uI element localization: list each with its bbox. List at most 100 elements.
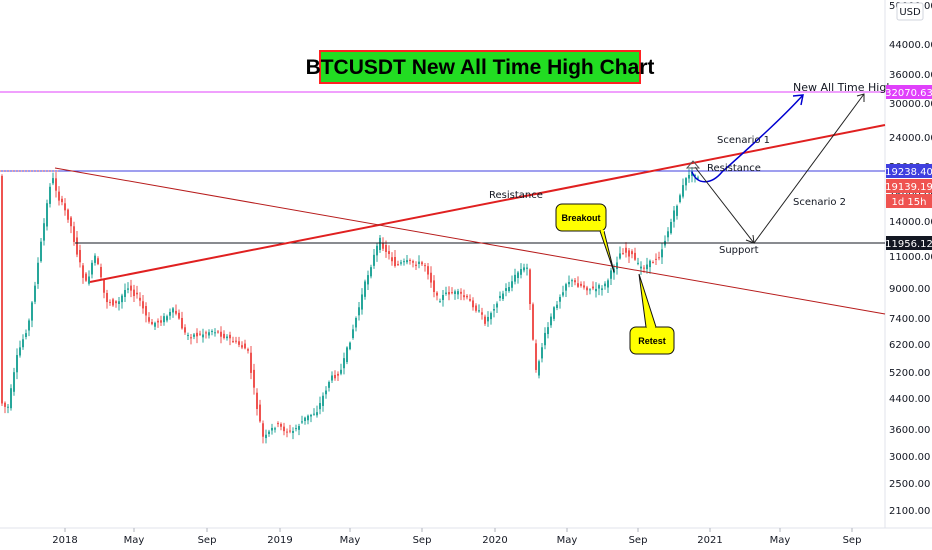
- candle-body: [352, 329, 354, 339]
- candle-body: [373, 254, 375, 266]
- candle-body: [19, 347, 21, 356]
- candle-body: [646, 264, 648, 270]
- currency-button[interactable]: USD: [896, 2, 924, 21]
- candle-body: [559, 296, 561, 302]
- scenario-1-label: Scenario 1: [717, 135, 770, 146]
- candle-body: [184, 327, 186, 333]
- candle-body: [202, 334, 204, 338]
- candle-body: [31, 302, 33, 321]
- new-ath-label: New All Time High: [793, 81, 893, 94]
- candle-body: [157, 320, 159, 323]
- candle-body: [40, 241, 42, 262]
- candle-body: [667, 231, 669, 238]
- candle-body: [190, 337, 192, 339]
- candle-body: [589, 289, 591, 291]
- candle-body: [520, 269, 522, 275]
- candle-body: [133, 289, 135, 297]
- candle-body: [199, 333, 201, 335]
- candle-body: [412, 261, 414, 263]
- candle-body: [136, 292, 138, 295]
- candle-body: [328, 382, 330, 388]
- candle-body: [406, 260, 408, 263]
- candle-body: [151, 321, 153, 325]
- candle-body: [223, 333, 225, 339]
- candle-body: [628, 250, 630, 257]
- time-axis[interactable]: 2018 May Sep 2019 May Sep 2020 May Sep 2021 May Sep: [52, 528, 861, 546]
- candle-body: [205, 332, 207, 334]
- candle-body: [91, 262, 93, 275]
- candle-body: [322, 395, 324, 406]
- price-badge: [886, 85, 932, 99]
- candle-body: [577, 283, 579, 287]
- candle-body: [427, 266, 429, 275]
- price-tick-label: 14000.00: [889, 217, 932, 228]
- candle-body: [586, 287, 588, 291]
- candle-body: [610, 270, 612, 279]
- candle-body: [649, 260, 651, 268]
- price-badges: 32070.63 19238.40 19139.19 1d 15h 11956.12: [885, 85, 932, 250]
- candle-body: [100, 266, 102, 278]
- candle-body: [607, 280, 609, 288]
- candle-body: [697, 177, 699, 179]
- candle-body: [583, 285, 585, 288]
- candle-body: [193, 334, 195, 337]
- candle-body: [331, 375, 333, 381]
- candle-body: [244, 343, 246, 349]
- candle-body: [400, 262, 402, 264]
- candle-body: [268, 431, 270, 434]
- candle-body: [142, 301, 144, 309]
- candle-body: [343, 358, 345, 369]
- candle-body: [388, 251, 390, 255]
- candle-body: [643, 267, 645, 269]
- candle-body: [121, 295, 123, 303]
- candle-body: [10, 388, 12, 409]
- candle-body: [283, 426, 285, 432]
- candle-body: [214, 332, 216, 334]
- candle-body: [16, 355, 18, 373]
- candle-body: [433, 280, 435, 293]
- candle-body: [652, 262, 654, 264]
- candle-body: [430, 272, 432, 283]
- candle-body: [481, 312, 483, 315]
- candle-body: [118, 301, 120, 305]
- candle-body: [28, 320, 30, 331]
- candle-body: [313, 413, 315, 415]
- candle-body: [556, 304, 558, 309]
- candle-body: [175, 310, 177, 314]
- candle-body: [562, 292, 564, 296]
- candles-layer: [1, 167, 699, 444]
- candle-body: [325, 390, 327, 395]
- scenario-1-arrow[interactable]: [691, 94, 804, 183]
- breakout-callout[interactable]: Breakout: [555, 203, 615, 273]
- candle-body: [436, 292, 438, 296]
- retest-callout[interactable]: Retest: [629, 273, 675, 355]
- descending-trendline[interactable]: [54, 167, 886, 315]
- time-tick-label: May: [124, 535, 145, 546]
- price-badge-label: 11956.12: [885, 239, 932, 250]
- candle-body: [676, 205, 678, 216]
- candle-body: [112, 299, 114, 306]
- candle-body: [73, 226, 75, 242]
- chart-title-box[interactable]: BTCUSDT New All Time High Chart: [306, 50, 655, 84]
- candle-body: [139, 297, 141, 301]
- resistance-marker: [685, 160, 701, 169]
- candle-body: [460, 291, 462, 294]
- candle-body: [391, 257, 393, 262]
- candle-body: [52, 178, 54, 184]
- ascending-trendline[interactable]: [89, 124, 886, 283]
- candle-body: [250, 352, 252, 373]
- candle-body: [292, 430, 294, 433]
- currency-label: USD: [899, 7, 921, 18]
- candle-body: [196, 332, 198, 337]
- candle-body: [544, 332, 546, 346]
- candle-body: [565, 284, 567, 291]
- time-tick-label: Sep: [198, 535, 217, 546]
- candle-body: [514, 274, 516, 282]
- price-badge: [886, 164, 932, 178]
- candle-body: [367, 275, 369, 285]
- candle-body: [469, 298, 471, 301]
- candle-body: [349, 342, 351, 350]
- support-label: Support: [719, 245, 759, 256]
- time-tick-label: 2020: [482, 535, 507, 546]
